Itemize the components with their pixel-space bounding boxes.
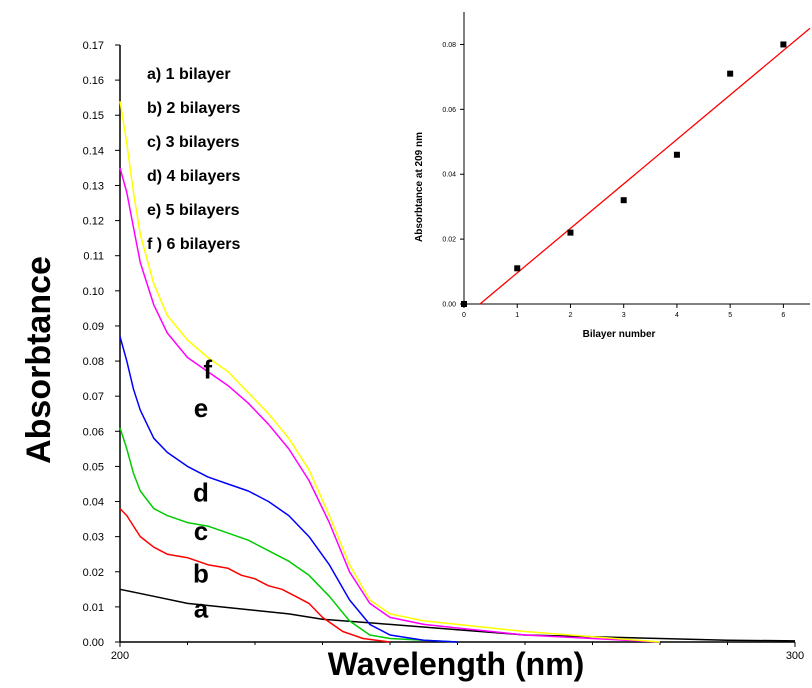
curve-label-e: e (194, 393, 208, 423)
curve-label-c: c (194, 516, 208, 546)
curve-label-a: a (194, 593, 209, 623)
inset-y-tick-label: 0.08 (442, 42, 456, 49)
main-y-tick-label: 0.11 (83, 251, 104, 263)
inset-x-tick-label: 0 (462, 312, 466, 319)
legend-entry: b) 2 bilayers (147, 100, 240, 117)
main-y-tick-label: 0.13 (83, 180, 104, 192)
legend-entry: a) 1 bilayer (147, 66, 231, 83)
inset-data-point (673, 151, 680, 158)
legend-entry: d) 4 bilayers (147, 168, 240, 185)
inset-fit-line (479, 27, 811, 305)
inset-marks (461, 27, 811, 307)
legend-entry: e) 5 bilayers (147, 202, 240, 219)
legend-entry: f ) 6 bilayers (147, 236, 240, 253)
inset-y-tick-label: 0.00 (442, 302, 456, 309)
inset-axes: 0.00 0.02 0.04 0.06 0.08 0 1 2 3 4 5 6 (442, 12, 810, 319)
inset-data-point (727, 70, 734, 77)
inset-x-tick-label: 5 (728, 312, 732, 319)
inset-x-tick-label: 4 (675, 312, 679, 319)
main-legend: a) 1 bilayer b) 2 bilayers c) 3 bilayers d)… (147, 66, 240, 253)
main-y-tick-label: 0.14 (83, 145, 104, 157)
main-y-tick-label: 0.10 (83, 286, 104, 298)
inset-y-tick-label: 0.02 (442, 237, 456, 244)
legend-entry: c) 3 bilayers (147, 134, 240, 151)
series-line-a (119, 588, 796, 642)
main-x-tick-label: 300 (786, 650, 804, 662)
inset-x-tick-label: 1 (515, 312, 519, 319)
inset-x-tick-label: 3 (622, 312, 626, 319)
main-plot: 0.00 0.01 0.02 0.03 0.04 0.05 0.06 0.07 0.08 0.09… (20, 40, 804, 682)
main-y-tick-label: 0.07 (83, 391, 104, 403)
inset-data-point (461, 301, 467, 307)
inset-y-tick-label: 0.04 (442, 172, 456, 179)
main-y-tick-label: 0.12 (83, 216, 104, 228)
main-y-tick-label: 0.04 (83, 497, 104, 509)
main-y-tick-label: 0.03 (83, 532, 104, 544)
main-y-tick-label: 0.06 (83, 426, 104, 438)
curve-label-f: f (203, 355, 212, 385)
main-x-tick-label: 200 (111, 650, 129, 662)
main-y-tick-label: 0.09 (83, 321, 104, 333)
inset-data-point (567, 229, 574, 236)
curve-label-b: b (193, 558, 209, 588)
main-y-tick-label: 0.08 (83, 356, 104, 368)
main-x-axis-label: Wavelength (nm) (328, 646, 585, 682)
series-line-d (119, 336, 458, 643)
main-y-axis-label: Absorbtance (20, 256, 58, 464)
inset-x-tick-label: 2 (569, 312, 573, 319)
curve-label-d: d (193, 478, 209, 508)
series-line-f (119, 101, 661, 643)
series-line-b (119, 508, 391, 643)
main-y-tick-label: 0.15 (83, 110, 104, 122)
series-line-c (119, 427, 458, 643)
inset-x-tick-label: 6 (781, 312, 785, 319)
series-line-e (119, 167, 661, 643)
inset-x-axis-label: Bilayer number (583, 329, 656, 340)
inset-plot: 0.00 0.02 0.04 0.06 0.08 0 1 2 3 4 5 6 Absorbtance … (414, 12, 811, 340)
inset-y-tick-label: 0.06 (442, 107, 456, 114)
main-axes: 0.00 0.01 0.02 0.03 0.04 0.05 0.06 0.07 0.08 0.09… (83, 40, 805, 662)
main-series (119, 101, 796, 643)
inset-data-point (514, 265, 521, 272)
main-y-tick-label: 0.00 (83, 637, 104, 649)
main-y-tick-label: 0.02 (83, 567, 104, 579)
main-y-tick-label: 0.16 (83, 75, 104, 87)
main-y-tick-label: 0.01 (83, 602, 104, 614)
main-y-tick-label: 0.05 (83, 461, 104, 473)
main-y-tick-label: 0.17 (83, 40, 104, 52)
inset-y-axis-label: Absorbtance at 209 nm (414, 132, 425, 242)
inset-data-point (780, 41, 787, 48)
inset-data-point (620, 197, 627, 204)
